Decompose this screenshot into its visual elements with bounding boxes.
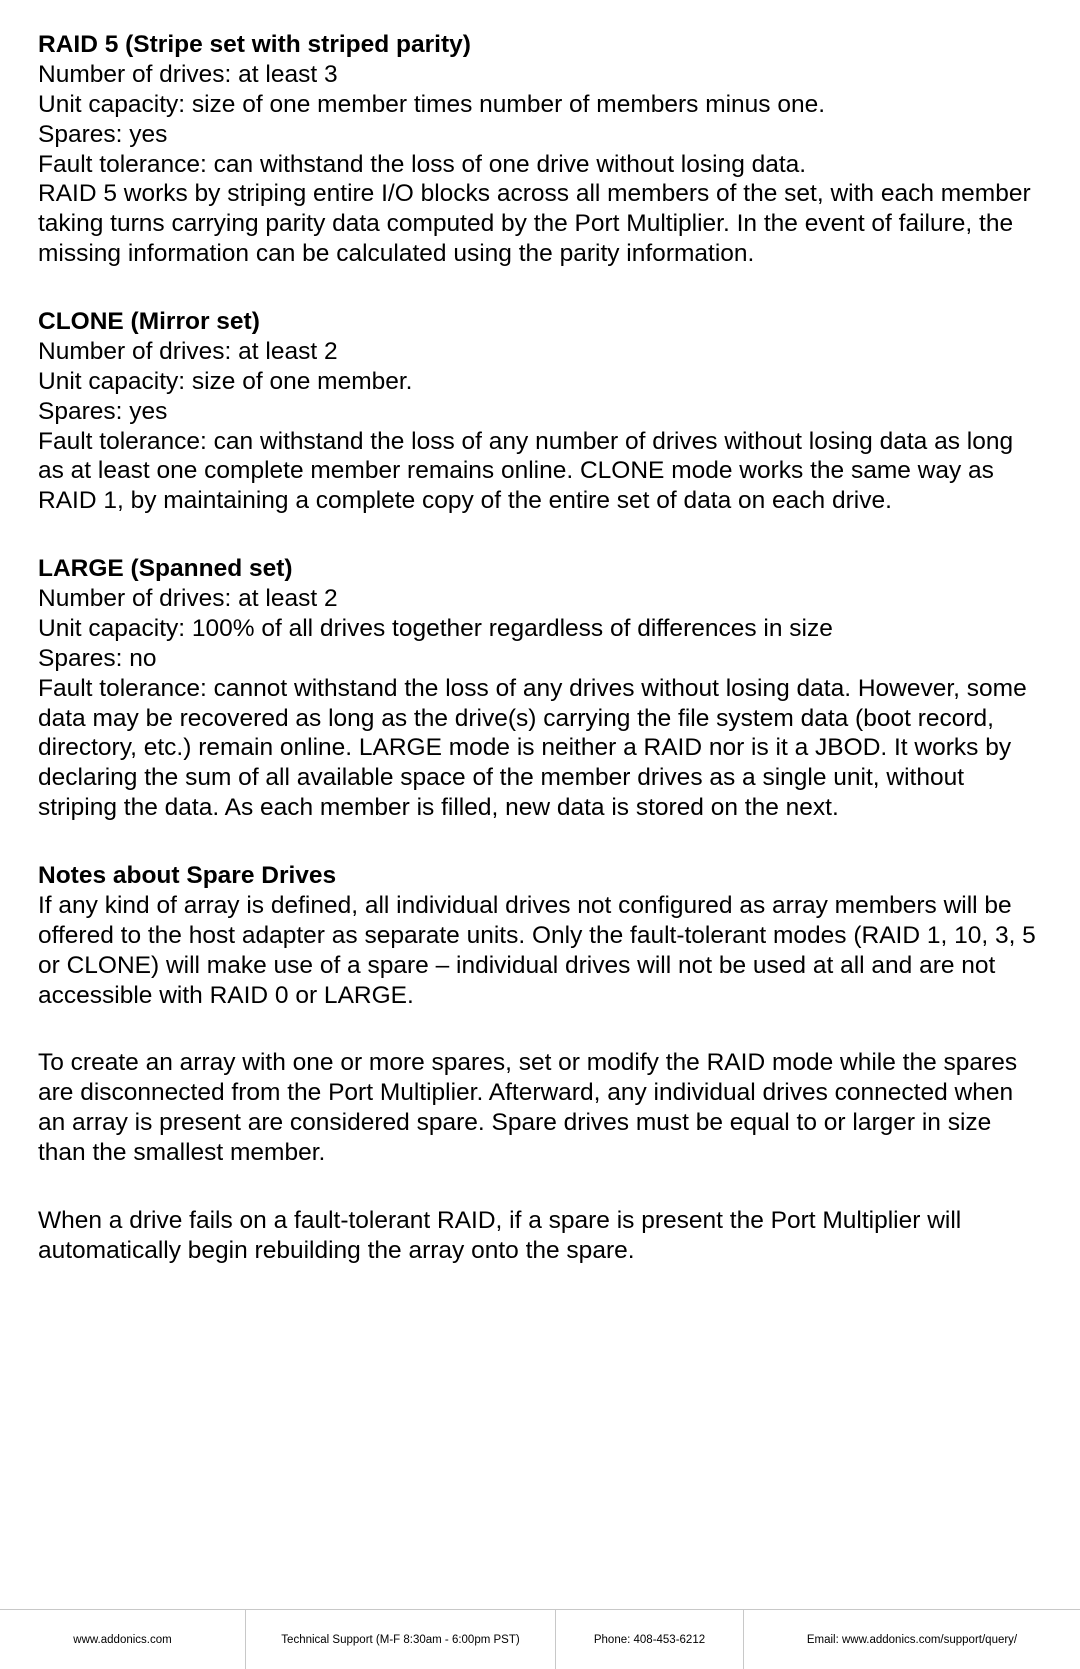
section-raid5: RAID 5 (Stripe set with striped parity) … bbox=[38, 30, 1042, 269]
footer-phone: Phone: 408-453-6212 bbox=[556, 1610, 744, 1669]
page-content: RAID 5 (Stripe set with striped parity) … bbox=[0, 0, 1080, 1266]
footer-email: Email: www.addonics.com/support/query/ bbox=[744, 1610, 1080, 1669]
section-paragraph: To create an array with one or more spar… bbox=[38, 1048, 1042, 1168]
section-body: Number of drives: at least 2 Unit capaci… bbox=[38, 337, 1042, 516]
footer-website: www.addonics.com bbox=[0, 1610, 246, 1669]
section-title: CLONE (Mirror set) bbox=[38, 307, 1042, 337]
footer-support-hours: Technical Support (M-F 8:30am - 6:00pm P… bbox=[246, 1610, 556, 1669]
section-large: LARGE (Spanned set) Number of drives: at… bbox=[38, 554, 1042, 823]
page-footer: www.addonics.com Technical Support (M-F … bbox=[0, 1609, 1080, 1669]
section-body: Number of drives: at least 3 Unit capaci… bbox=[38, 60, 1042, 269]
section-body: If any kind of array is defined, all ind… bbox=[38, 891, 1042, 1011]
section-title: LARGE (Spanned set) bbox=[38, 554, 1042, 584]
section-body: Number of drives: at least 2 Unit capaci… bbox=[38, 584, 1042, 823]
section-title: RAID 5 (Stripe set with striped parity) bbox=[38, 30, 1042, 60]
section-spare-notes: Notes about Spare Drives If any kind of … bbox=[38, 861, 1042, 1266]
section-title: Notes about Spare Drives bbox=[38, 861, 1042, 891]
section-paragraph: When a drive fails on a fault-tolerant R… bbox=[38, 1206, 1042, 1266]
section-clone: CLONE (Mirror set) Number of drives: at … bbox=[38, 307, 1042, 516]
